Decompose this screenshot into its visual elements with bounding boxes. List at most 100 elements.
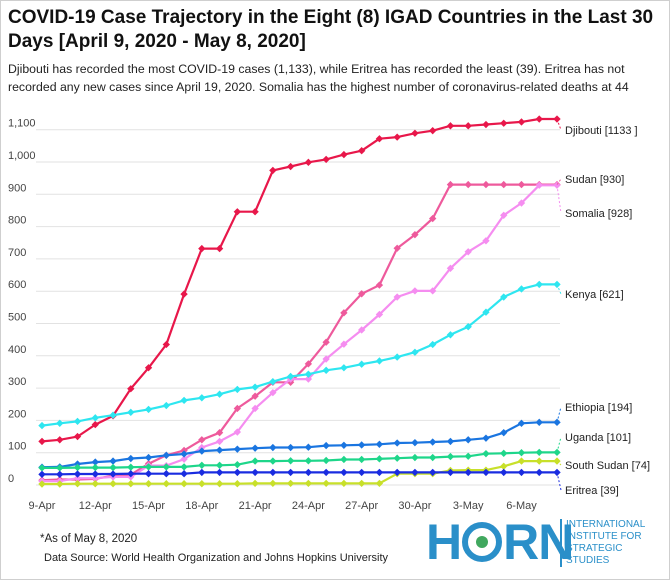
data-point	[269, 166, 277, 175]
logo-divider	[560, 519, 562, 567]
series-leader-line	[556, 436, 562, 453]
data-point	[375, 479, 384, 488]
data-point	[127, 408, 135, 417]
logo-wordmark: H RN	[426, 514, 574, 570]
data-point	[375, 468, 384, 477]
data-point	[429, 126, 437, 135]
data-point	[304, 443, 313, 451]
data-point	[304, 158, 313, 166]
data-point	[429, 438, 437, 446]
data-point	[198, 461, 206, 469]
footnote: *As of May 8, 2020	[40, 533, 138, 545]
chart-title: COVID-19 Case Trajectory in the Eight (8…	[8, 7, 654, 52]
data-point	[446, 331, 455, 339]
grid-lines	[36, 129, 560, 486]
data-point	[446, 468, 455, 477]
data-point	[517, 199, 526, 207]
series-leader-line	[556, 460, 562, 466]
y-tick-label: 900	[8, 182, 26, 194]
data-point	[517, 419, 526, 427]
y-tick-label: 200	[8, 408, 26, 420]
data-point	[357, 468, 366, 477]
data-point	[215, 390, 224, 398]
data-point	[322, 366, 330, 375]
data-point	[357, 455, 366, 464]
data-point	[215, 480, 224, 488]
data-point	[517, 449, 526, 457]
data-point	[517, 285, 526, 293]
data-point	[304, 468, 313, 477]
data-point	[215, 461, 224, 469]
data-point	[357, 147, 366, 155]
data-point	[233, 468, 242, 477]
data-point	[215, 428, 224, 437]
data-point	[322, 456, 330, 465]
data-point	[464, 248, 472, 256]
x-tick-label: 30-Apr	[398, 500, 431, 512]
data-point	[162, 470, 170, 478]
data-point	[109, 480, 117, 488]
series-leader-line	[556, 178, 562, 185]
data-point	[500, 462, 508, 470]
data-point	[269, 388, 277, 397]
data-point	[56, 436, 64, 444]
data-point	[375, 281, 384, 289]
data-point	[411, 129, 419, 137]
data-point	[56, 464, 64, 472]
data-point	[144, 364, 153, 372]
data-point	[38, 480, 46, 488]
data-point	[215, 244, 224, 253]
data-point	[233, 428, 242, 436]
data-point	[464, 436, 472, 444]
data-point	[144, 480, 153, 488]
data-point	[180, 463, 188, 471]
data-point	[162, 340, 170, 349]
data-point	[500, 449, 508, 458]
data-point	[251, 479, 259, 488]
data-point	[198, 244, 206, 253]
data-point	[357, 479, 366, 488]
series-group	[38, 115, 561, 488]
y-tick-label: 600	[8, 279, 26, 291]
data-point	[127, 463, 135, 471]
data-point	[340, 441, 348, 449]
data-point	[286, 457, 295, 465]
data-point	[464, 452, 472, 460]
series-line	[42, 471, 557, 476]
series-leader-line	[556, 118, 562, 131]
x-tick-label: 15-Apr	[132, 500, 165, 512]
y-tick-label: 400	[8, 344, 26, 356]
data-point	[357, 290, 366, 298]
data-point	[215, 446, 224, 454]
data-point	[180, 290, 188, 298]
data-point	[340, 309, 348, 317]
data-point	[109, 411, 117, 419]
data-point	[233, 208, 242, 216]
data-point	[482, 120, 490, 129]
series-0	[38, 115, 561, 446]
data-source: Data Source: World Health Organization a…	[44, 552, 389, 564]
data-point	[286, 468, 295, 477]
data-point	[411, 348, 419, 356]
data-point	[482, 434, 490, 442]
data-point	[286, 443, 295, 452]
data-point	[535, 115, 543, 123]
series-label: Uganda [101]	[565, 432, 631, 444]
data-point	[517, 468, 526, 477]
data-point	[109, 470, 117, 478]
x-tick-label: 3-May	[453, 500, 484, 512]
data-point	[180, 396, 188, 405]
series-label: Ethiopia [194]	[565, 402, 632, 414]
data-point	[446, 437, 455, 446]
data-point	[517, 118, 526, 126]
data-point	[482, 449, 490, 458]
series-line	[42, 184, 557, 483]
data-point	[482, 308, 490, 316]
data-point	[198, 480, 206, 488]
series-label: South Sudan [74]	[565, 460, 650, 472]
data-point	[322, 479, 330, 488]
data-point	[251, 392, 259, 400]
data-point	[215, 468, 224, 477]
data-point	[269, 443, 277, 452]
